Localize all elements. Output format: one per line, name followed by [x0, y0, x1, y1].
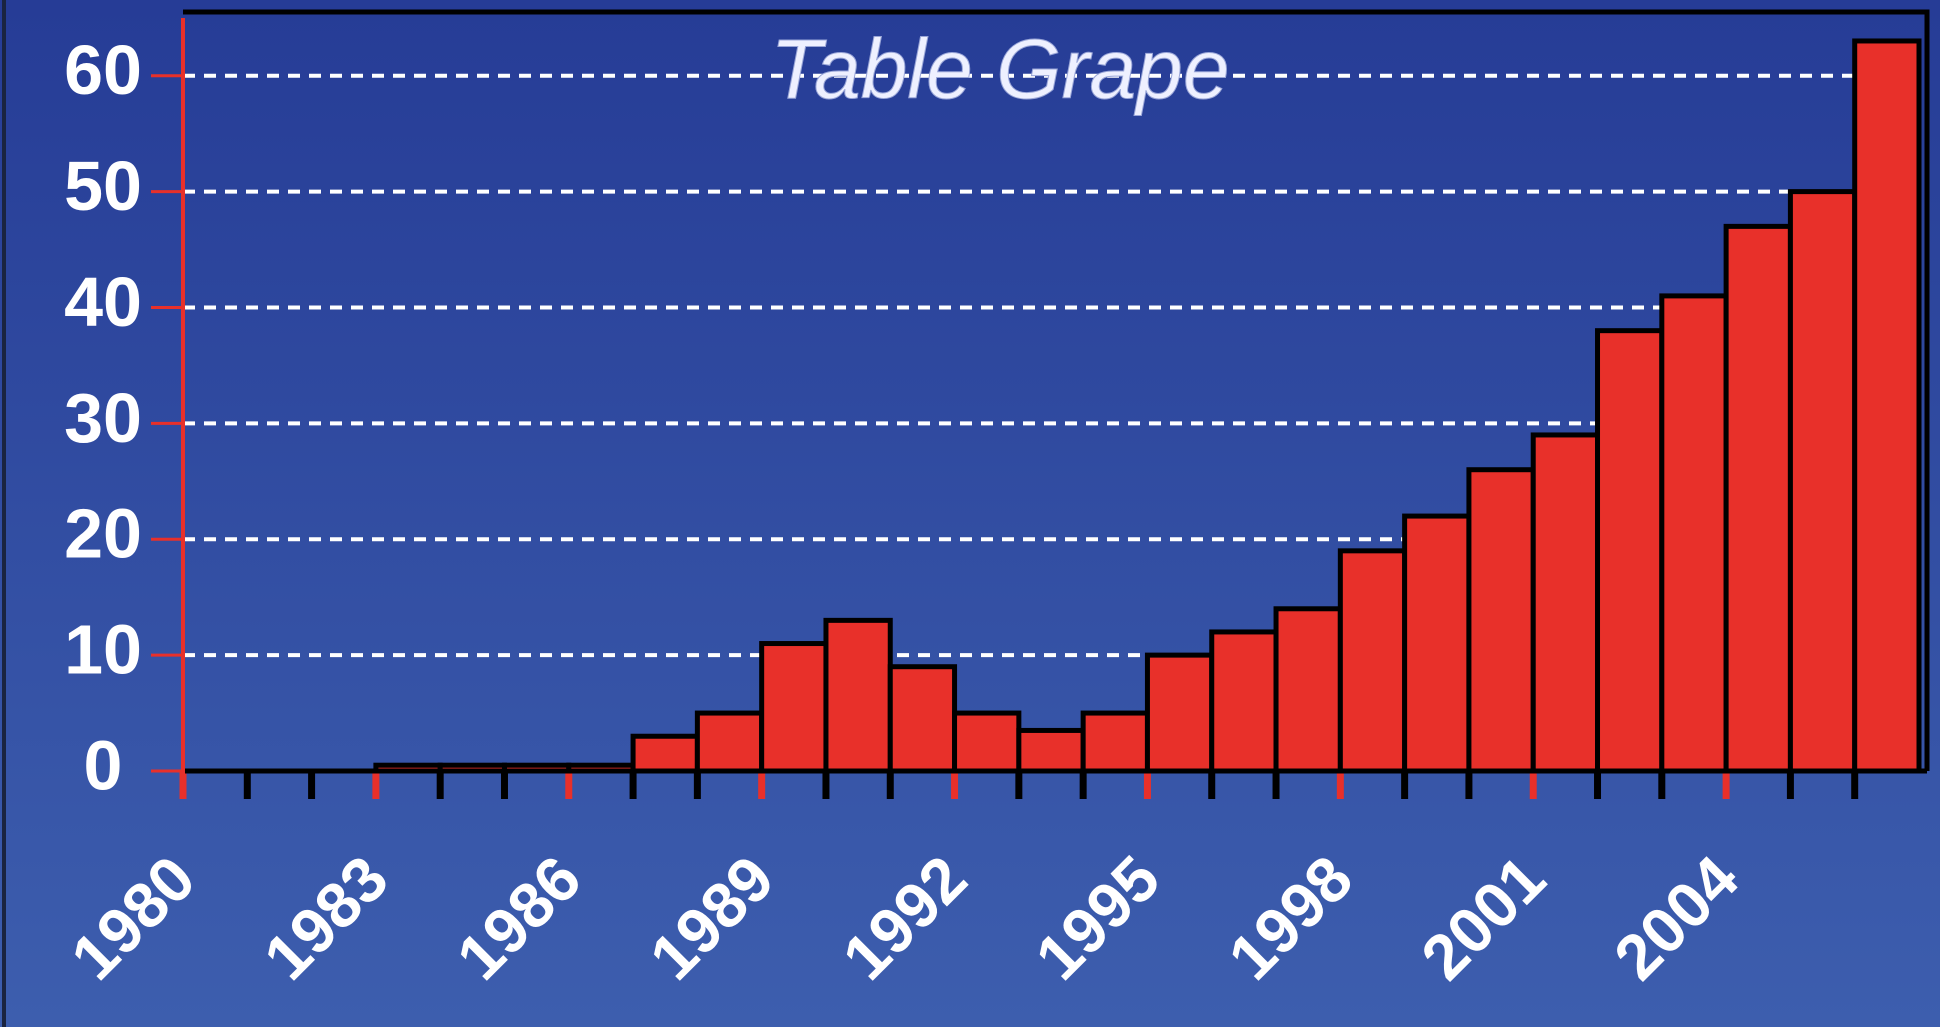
bar [630, 733, 700, 774]
y-tick-label: 0 [84, 726, 123, 804]
bar [759, 641, 829, 774]
bar [887, 664, 958, 774]
bars [373, 38, 1922, 774]
bar [1787, 189, 1858, 774]
bar [694, 710, 765, 774]
y-tick-label: 30 [64, 379, 142, 457]
bar [1723, 223, 1793, 774]
y-tick-label: 10 [64, 611, 142, 689]
bar [1144, 652, 1215, 774]
bar [952, 710, 1022, 774]
bar [1530, 432, 1601, 774]
bar [1273, 606, 1343, 774]
bar [1595, 328, 1665, 774]
bar [1852, 38, 1922, 774]
bar [1209, 629, 1279, 774]
bar [1337, 548, 1408, 774]
chart-title: Table Grape [770, 22, 1229, 116]
bar [1659, 293, 1729, 774]
bar [1466, 467, 1536, 774]
plot-frame [183, 9, 1930, 771]
y-tick-label: 60 [64, 31, 142, 109]
y-tick-label: 20 [64, 495, 142, 573]
y-tick-label: 50 [64, 147, 142, 225]
y-tick-label: 40 [64, 263, 142, 341]
bar [1016, 727, 1086, 774]
bar [823, 617, 893, 774]
bar [1402, 513, 1472, 774]
bar [1080, 710, 1150, 774]
